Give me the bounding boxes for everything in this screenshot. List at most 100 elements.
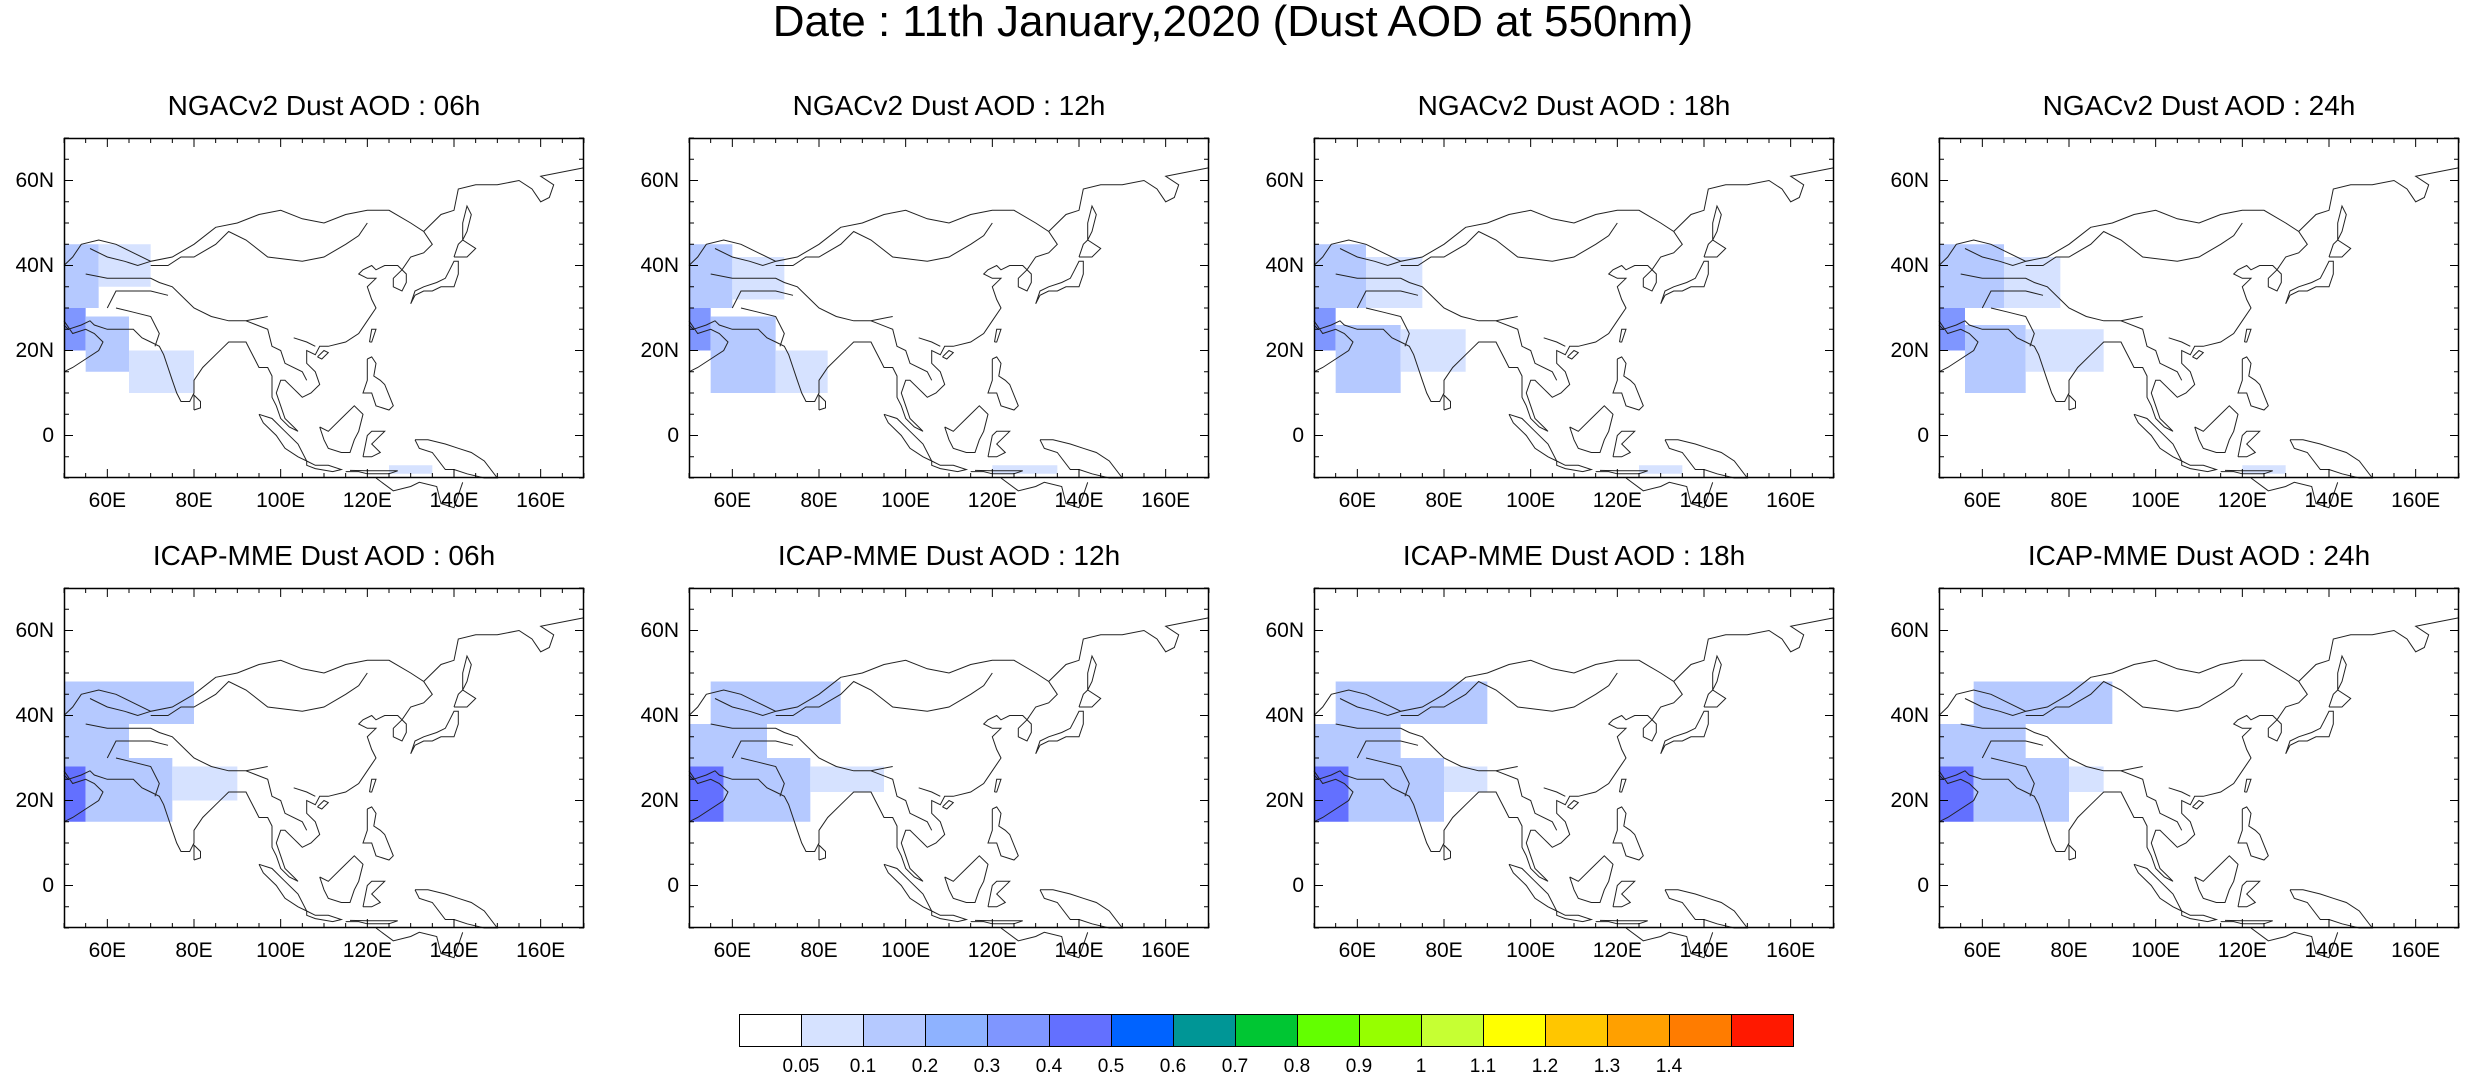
coastline [1660, 710, 1709, 755]
coastline [870, 770, 933, 831]
coastline [1039, 889, 1124, 929]
coastline [1335, 273, 1518, 322]
coastline [2237, 356, 2269, 411]
map-panel: NGACv2 Dust AOD : 24h 60N 40N 20N 0 60E 80E 100… [1890, 90, 2460, 512]
coastline [775, 222, 993, 266]
lat-tick-label: 60N [640, 618, 679, 642]
lon-tick-label: 100E [1506, 489, 1556, 512]
panel-title: ICAP-MME Dust AOD : 18h [1402, 540, 1746, 571]
coastline [2244, 778, 2252, 793]
lon-tick-label: 60E [1963, 489, 2002, 512]
coastline [1619, 328, 1627, 343]
coastline [2133, 413, 2183, 463]
coastline [688, 209, 1058, 432]
coastline [2192, 349, 2205, 360]
coastline [345, 919, 398, 925]
aod-cell [992, 465, 1058, 474]
map-panel: NGACv2 Dust AOD : 06h 60N 40N 20N 0 60E 80E 100… [15, 90, 585, 512]
coastline [918, 337, 941, 347]
map-plot [1313, 587, 1835, 959]
coastline [150, 672, 368, 716]
lon-tick-label: 160E [2391, 489, 2441, 512]
coastline [319, 855, 364, 903]
lon-tick-label: 60E [713, 489, 752, 512]
coastline [942, 799, 955, 810]
map-panel: ICAP-MME Dust AOD : 18h 60N 40N 20N 0 60E 80E 1… [1265, 540, 1835, 962]
aod-cell [64, 308, 86, 351]
lon-tick-label: 120E [2217, 939, 2267, 962]
aod-cell [64, 766, 86, 822]
coastline [2285, 260, 2334, 305]
coastline [1938, 770, 1979, 823]
coastline [89, 248, 151, 267]
coastline [317, 799, 330, 810]
map-plot [1938, 587, 2460, 959]
aod-cell [2242, 465, 2286, 474]
coastline [1673, 617, 1835, 682]
coastline [714, 248, 776, 267]
map-panel: ICAP-MME Dust AOD : 24h 60N 40N 20N 0 60E 80E 1… [1890, 540, 2460, 962]
coastline [1712, 654, 1722, 691]
coastline [2025, 672, 2243, 716]
lat-tick-label: 60N [1890, 618, 1929, 642]
colorbar-swatch [1359, 1014, 1422, 1047]
coastline [740, 307, 785, 347]
panel-title: NGACv2 Dust AOD : 18h [1417, 90, 1731, 121]
coastline [1619, 778, 1627, 793]
lon-tick-label: 60E [1963, 939, 2002, 962]
coastline [2168, 337, 2191, 347]
coastline [2237, 430, 2261, 458]
coastline [1000, 477, 1089, 509]
lon-tick-label: 100E [256, 939, 306, 962]
coastline [462, 654, 472, 691]
coastline [1703, 689, 1727, 708]
lon-tick-label: 80E [1425, 939, 1463, 962]
coastline [293, 787, 316, 797]
aod-cell [64, 244, 99, 308]
coastline [453, 689, 477, 708]
lon-tick-label: 60E [1338, 939, 1377, 962]
lon-tick-label: 120E [967, 489, 1017, 512]
coastline [942, 349, 955, 360]
coastline [2181, 460, 2219, 473]
colorbar-swatch [987, 1014, 1050, 1047]
lon-tick-label: 140E [2304, 939, 2354, 962]
map-panel: ICAP-MME Dust AOD : 12h 60N 40N 20N 0 60E 80E 1… [640, 540, 1210, 962]
coastline [423, 167, 585, 232]
colorbar-swatch [1545, 1014, 1608, 1047]
map-plot [688, 137, 1210, 509]
coastline [369, 778, 377, 793]
aod-cell [129, 350, 194, 393]
lon-tick-label: 160E [516, 489, 566, 512]
coastline [1400, 222, 1618, 266]
lon-tick-label: 60E [713, 939, 752, 962]
aod-cell [1973, 681, 2113, 724]
coastline [1078, 689, 1102, 708]
map-panel: NGACv2 Dust AOD : 18h 60N 40N 20N 0 60E 80E 100… [1265, 90, 1835, 512]
coastline [85, 723, 268, 772]
aod-cell [2025, 329, 2104, 372]
coastline [2328, 689, 2352, 708]
coastline [193, 393, 201, 411]
coastline [987, 356, 1019, 411]
lat-tick-label: 20N [640, 788, 679, 812]
coastline [453, 239, 477, 258]
coastline [944, 405, 989, 453]
aod-cell [1314, 766, 1349, 822]
lat-tick-label: 40N [1265, 253, 1304, 277]
coastline [193, 843, 201, 861]
coastline [1313, 209, 1683, 432]
coastline [1567, 349, 1580, 360]
lat-tick-label: 60N [15, 618, 54, 642]
lon-tick-label: 140E [429, 489, 479, 512]
coastline [1703, 239, 1727, 258]
coastline [1938, 209, 2308, 432]
coastline [319, 405, 364, 453]
colorbar-swatch [1111, 1014, 1174, 1047]
coastline [1035, 260, 1084, 305]
aod-cell [1335, 681, 1488, 724]
aod-cell [98, 244, 151, 287]
lat-tick-label: 20N [15, 338, 54, 362]
colorbar-swatch [1669, 1014, 1732, 1047]
panel-title: ICAP-MME Dust AOD : 24h [2027, 540, 2371, 571]
